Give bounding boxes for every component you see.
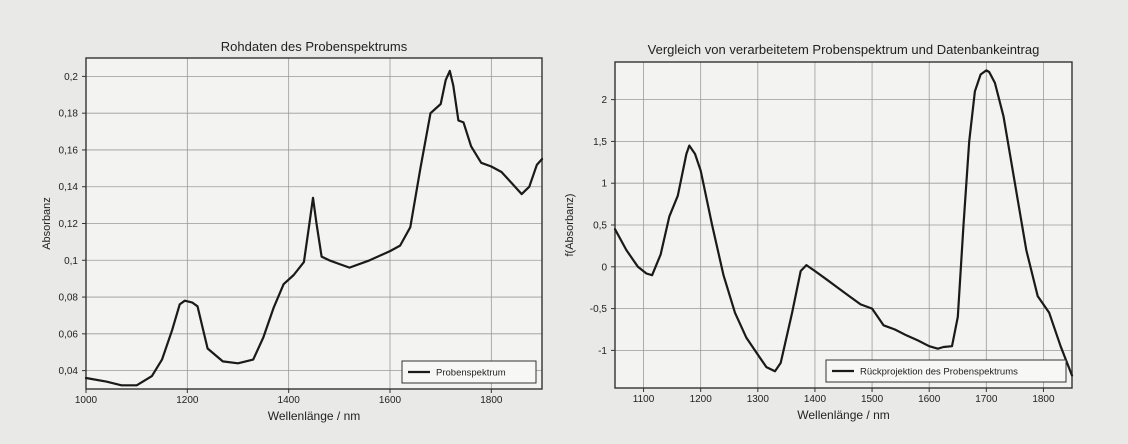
y-tick-label: 0,06 <box>59 329 79 340</box>
legend: Probenspektrum <box>401 360 537 384</box>
y-tick-label: 0,12 <box>59 219 79 230</box>
y-tick-label: 0,2 <box>64 72 78 83</box>
y-tick-label: -1 <box>598 346 607 357</box>
x-tick-label: 1400 <box>804 394 827 405</box>
legend-box <box>825 359 1067 383</box>
y-tick-label: 0,16 <box>59 145 79 156</box>
legend-label: Rückprojektion des Probenspektrums <box>860 367 1018 378</box>
y-tick-label: 0,08 <box>59 293 79 304</box>
y-tick-label: 2 <box>601 95 607 106</box>
x-tick-label: 1800 <box>480 395 503 406</box>
x-tick-label: 1400 <box>278 395 301 406</box>
x-axis-label: Wellenlänge / nm <box>268 409 361 423</box>
y-tick-label: -0,5 <box>590 304 608 315</box>
y-tick-label: 1 <box>601 179 607 190</box>
y-tick-label: 0,18 <box>59 109 79 120</box>
grid <box>85 58 542 389</box>
y-tick-label: 1,5 <box>593 137 607 148</box>
legend: Rückprojektion des Probenspektrums <box>825 359 1067 383</box>
legend-label: Probenspektrum <box>436 368 506 379</box>
x-tick-label: 1600 <box>379 395 402 406</box>
chart-title: Vergleich von verarbeitetem Probenspektr… <box>648 42 1040 57</box>
y-tick-label: 0,14 <box>59 182 79 193</box>
x-tick-label: 1700 <box>975 394 998 405</box>
series-line <box>84 69 544 387</box>
legend-box <box>401 360 537 384</box>
y-axis-label: Absorbanz <box>41 197 53 250</box>
x-tick-label: 1600 <box>918 394 941 405</box>
comparison-chart: 1100 1200 1300 1400 1500 1600 1700 1800 -1 -0,5 0 0… <box>564 42 1074 422</box>
y-tick-label: 0,04 <box>59 366 79 377</box>
y-tick-label: 0 <box>601 262 607 273</box>
series-points <box>85 70 543 386</box>
x-tick-label: 1200 <box>690 394 713 405</box>
chart-title: Rohdaten des Probenspektrums <box>221 39 408 54</box>
x-tick-label: 1100 <box>633 394 655 405</box>
y-tick-label: 0,5 <box>593 221 607 232</box>
x-tick-label: 1500 <box>861 394 884 405</box>
series-points <box>614 70 1073 376</box>
x-tick-label: 1800 <box>1032 394 1055 405</box>
y-axis-label: f(Absorbanz) <box>564 194 576 257</box>
x-tick-label: 1200 <box>176 395 199 406</box>
y-tick-label: 0,1 <box>64 256 78 267</box>
x-axis-label: Wellenlänge / nm <box>797 408 890 422</box>
x-tick-label: 1000 <box>75 395 98 406</box>
x-tick-label: 1300 <box>747 394 770 405</box>
raw-spectrum-chart: 1000 1200 1400 1600 1800 0,04 0,06 0,08 0,1 0,12 0… <box>41 39 544 423</box>
grid <box>615 62 1072 388</box>
